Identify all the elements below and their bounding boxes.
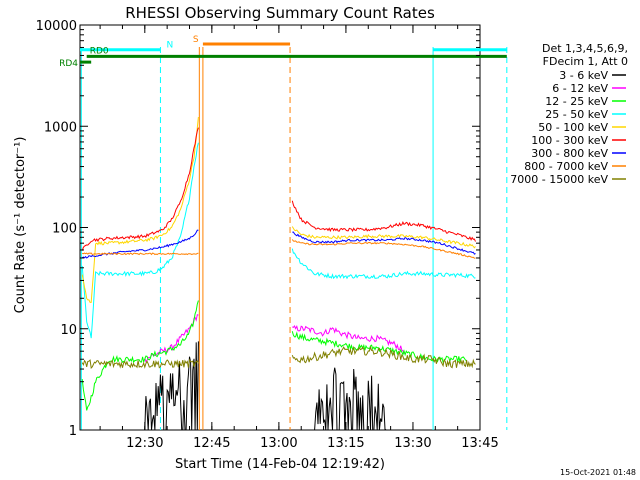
series-line-1: [292, 325, 405, 355]
series-line-3: [291, 248, 476, 280]
y-tick-label: 10000: [36, 19, 77, 34]
y-axis-label: Count Rate (s⁻¹ detector⁻¹): [13, 137, 28, 314]
series-line-8: [291, 345, 476, 369]
series-line-8: [81, 358, 199, 369]
legend-entry-label: 300 - 800 keV: [531, 147, 608, 160]
legend-entry-label: 6 - 12 keV: [552, 82, 608, 95]
legend-header: FDecim 1, Att 0: [543, 55, 628, 68]
series-line-4: [291, 226, 476, 249]
orbit-markers: [80, 47, 508, 430]
legend-entry-label: 800 - 7000 keV: [524, 160, 608, 173]
x-tick-label: 13:00: [260, 436, 297, 451]
series-line-5: [81, 127, 199, 251]
series-line-6: [81, 229, 199, 259]
legend-entry-label: 25 - 50 keV: [545, 108, 608, 121]
series-line-3: [81, 142, 199, 339]
series-line-5: [291, 200, 476, 242]
legend-entry-label: 100 - 300 keV: [531, 134, 608, 147]
flag-bars: N S RD0 RD4: [59, 35, 507, 69]
series-line-0: [144, 341, 199, 431]
legend-entry-label: 12 - 25 keV: [545, 95, 608, 108]
x-tick-label: 13:45: [461, 436, 498, 451]
x-tick-label: 13:15: [327, 436, 364, 451]
series-line-7: [82, 252, 199, 256]
series-line-6: [292, 231, 476, 255]
x-tick-label: 12:30: [126, 436, 163, 451]
series-line-7: [291, 239, 476, 259]
y-tick-label: 10: [60, 323, 77, 338]
plot-frame: [79, 24, 481, 431]
plot-border: [79, 24, 481, 431]
chart-title: RHESSI Observing Summary Count Rates: [125, 4, 435, 22]
series-line-4: [81, 116, 199, 303]
legend-entry-label: 7000 - 15000 keV: [510, 173, 608, 186]
series-line-2: [81, 300, 199, 411]
flag-label: RD0: [90, 46, 109, 56]
legend-entry-label: 3 - 6 keV: [559, 69, 608, 82]
flag-label: S: [193, 35, 199, 45]
y-tick-label: 1: [69, 424, 77, 439]
x-axis-label: Start Time (14-Feb-04 12:19:42): [175, 457, 385, 472]
flag-label: N: [166, 41, 173, 51]
y-tick-label: 100: [52, 222, 77, 237]
x-tick-label: 12:45: [193, 436, 230, 451]
data-series: [81, 116, 476, 431]
legend: Det 1,3,4,5,6,9,FDecim 1, Att 03 - 6 keV…: [510, 42, 628, 186]
axes: 12:30 12:45 13:00 13:15 13:30 13:45 1 10 100 1000…: [36, 19, 499, 451]
render-timestamp: 15-Oct-2021 01:48: [560, 468, 636, 477]
y-tick-label: 1000: [44, 120, 77, 135]
legend-header: Det 1,3,4,5,6,9,: [542, 42, 628, 55]
series-line-0: [314, 367, 387, 431]
legend-entry-label: 50 - 100 keV: [538, 121, 608, 134]
flag-label: RD4: [59, 59, 78, 69]
series-line-2: [291, 331, 467, 364]
x-tick-label: 13:30: [394, 436, 431, 451]
